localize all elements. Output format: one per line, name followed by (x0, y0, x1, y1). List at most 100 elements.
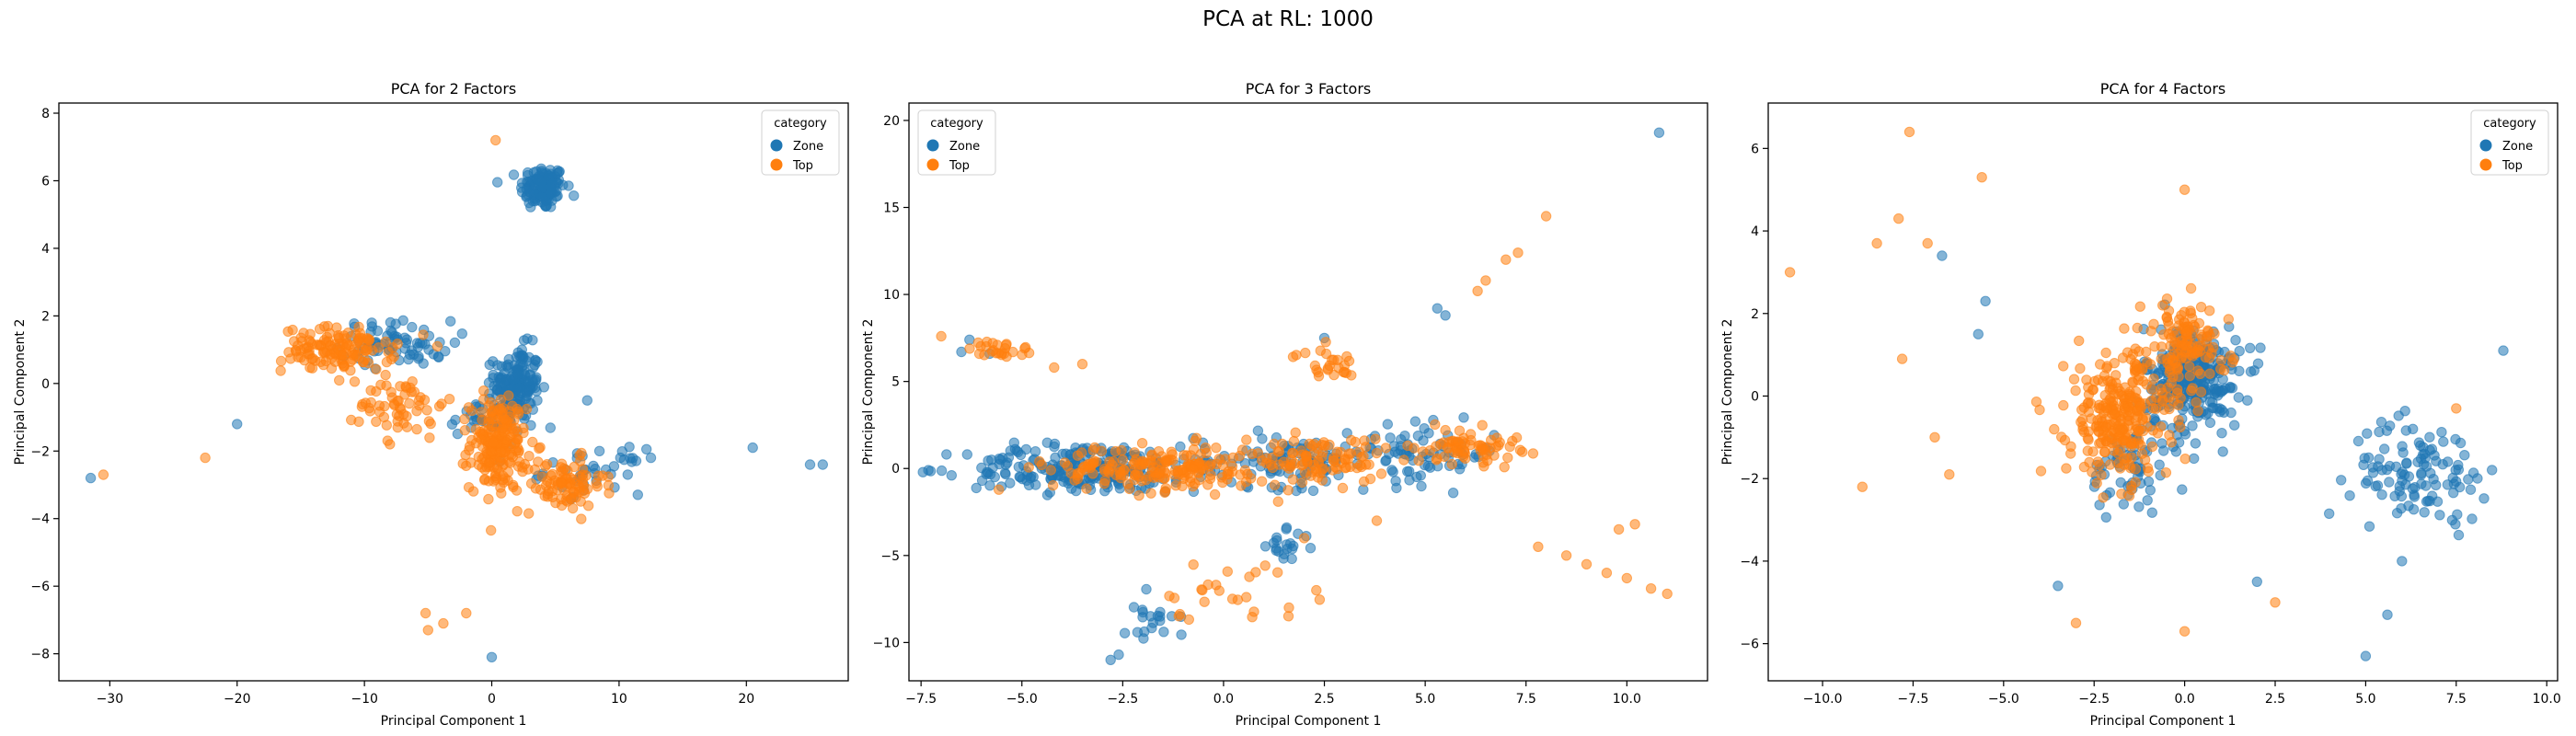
legend-label-zone: Zone (2502, 140, 2533, 154)
data-point-top (518, 422, 529, 433)
data-point-zone (512, 347, 523, 358)
data-point-top (2049, 423, 2060, 435)
data-point-top (2082, 445, 2094, 456)
data-point-top (2087, 466, 2098, 477)
data-point-zone (817, 459, 828, 470)
legend-title: category (930, 117, 983, 131)
data-point-top (1269, 438, 1280, 450)
figure-suptitle: PCA at RL: 1000 (1202, 7, 1374, 31)
data-point-zone (2216, 404, 2227, 416)
x-tick-label: −7.5 (1897, 692, 1928, 707)
data-point-top (1613, 523, 1625, 535)
data-point-zone (645, 452, 657, 464)
data-point-zone (2133, 501, 2145, 512)
data-point-top (398, 418, 409, 429)
data-point-zone (1419, 423, 1430, 434)
data-point-zone (2498, 345, 2509, 356)
data-point-top (438, 617, 449, 629)
data-point-top (422, 625, 433, 636)
data-point-top (2061, 463, 2072, 474)
data-point-zone (2375, 417, 2387, 428)
data-point-top (459, 425, 471, 436)
y-tick-label: −10 (872, 636, 900, 650)
data-point-zone (232, 419, 243, 430)
data-point-zone (2398, 469, 2410, 480)
data-point-zone (2217, 374, 2228, 385)
data-point-top (1317, 463, 1329, 474)
data-point-zone (2053, 581, 2064, 592)
data-point-top (2105, 375, 2116, 387)
data-point-top (1062, 460, 1074, 472)
data-point-zone (418, 358, 429, 369)
data-point-top (2131, 361, 2142, 372)
data-point-zone (1390, 476, 1401, 487)
data-point-top (1340, 463, 1351, 474)
data-point-top (2096, 469, 2107, 480)
data-point-top (2134, 301, 2146, 312)
legend-marker-zone (926, 139, 939, 152)
data-point-top (1320, 337, 1331, 348)
data-point-top (2228, 354, 2239, 365)
data-point-top (488, 437, 500, 448)
data-point-top (1190, 435, 1201, 446)
data-point-top (2123, 410, 2134, 421)
data-point-top (381, 380, 392, 391)
data-point-top (1079, 464, 1091, 475)
data-point-zone (615, 452, 626, 464)
x-tick-label: −20 (224, 692, 251, 707)
x-axis-label: Principal Component 1 (2090, 714, 2237, 729)
data-point-zone (2401, 457, 2412, 468)
y-tick-label: 4 (41, 242, 50, 257)
data-point-top (2203, 343, 2214, 355)
y-tick-label: −8 (30, 648, 50, 662)
data-point-top (2161, 312, 2172, 324)
data-point-top (338, 350, 349, 361)
data-point-top (511, 485, 523, 496)
data-point-top (2173, 415, 2184, 426)
data-point-top (1248, 606, 1259, 617)
data-point-top (2034, 404, 2045, 416)
data-point-zone (2362, 428, 2373, 439)
data-point-top (1273, 446, 1285, 457)
data-point-top (2117, 352, 2129, 363)
y-tick-label: −5 (880, 549, 900, 564)
data-point-zone (1980, 295, 1991, 306)
data-point-zone (1113, 649, 1124, 661)
data-point-top (1174, 608, 1186, 620)
data-point-zone (543, 170, 554, 181)
data-point-top (592, 470, 604, 481)
data-point-zone (581, 395, 592, 406)
data-point-top (1645, 583, 1657, 594)
data-point-zone (964, 334, 975, 345)
data-point-zone (2416, 478, 2427, 489)
data-point-top (2093, 425, 2104, 437)
data-point-top (436, 398, 447, 409)
data-point-zone (2229, 420, 2240, 431)
data-point-top (1784, 267, 1796, 278)
data-point-top (461, 607, 472, 619)
data-point-top (523, 451, 535, 462)
data-point-zone (2376, 489, 2387, 500)
data-point-top (2130, 477, 2141, 488)
data-point-top (1088, 455, 1099, 466)
data-point-top (2160, 467, 2172, 478)
data-point-top (1296, 477, 1308, 489)
data-point-zone (450, 414, 461, 426)
data-point-zone (2336, 475, 2347, 486)
data-point-top (1131, 454, 1142, 465)
data-point-top (1205, 469, 1216, 481)
data-point-top (490, 134, 501, 146)
legend: category Zone Top (2470, 109, 2549, 176)
data-point-zone (501, 361, 512, 372)
data-point-zone (1972, 328, 1984, 339)
data-point-zone (2420, 453, 2431, 464)
data-point-top (1340, 367, 1352, 379)
data-point-top (2187, 383, 2198, 394)
data-point-zone (521, 183, 532, 195)
data-point-top (576, 513, 587, 524)
data-point-zone (483, 377, 495, 388)
data-point-top (1621, 572, 1633, 584)
x-tick-label: 0.0 (2174, 692, 2194, 707)
chart-title: PCA for 2 Factors (391, 80, 517, 98)
data-point-zone (2190, 438, 2202, 449)
